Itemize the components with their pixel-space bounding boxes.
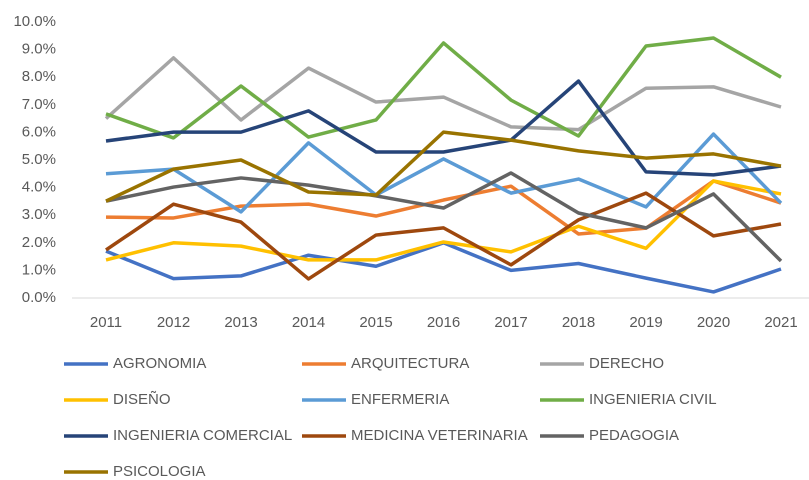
x-tick-label: 2019: [629, 314, 662, 331]
series-line: [105, 191, 782, 281]
series-line: [105, 179, 782, 236]
y-tick-label: 10.0%: [13, 13, 56, 30]
x-tick-label: 2018: [562, 314, 595, 331]
x-tick-label: 2013: [224, 314, 257, 331]
x-tick-label: 2017: [494, 314, 527, 331]
y-tick-label: 7.0%: [22, 96, 56, 113]
legend-label: INGENIERIA COMERCIAL: [113, 427, 292, 444]
y-tick-label: 5.0%: [22, 151, 56, 168]
x-tick-label: 2021: [764, 314, 797, 331]
y-tick-label: 0.0%: [22, 289, 56, 306]
series-line: [105, 130, 782, 203]
y-tick-label: 6.0%: [22, 123, 56, 140]
y-tick-label: 2.0%: [22, 234, 56, 251]
legend-label: PSICOLOGIA: [113, 463, 206, 480]
legend-label: INGENIERIA CIVIL: [589, 391, 717, 408]
series-line: [105, 36, 782, 140]
y-tick-label: 1.0%: [22, 261, 56, 278]
legend-label: ARQUITECTURA: [351, 355, 469, 372]
legend-label: DERECHO: [589, 355, 664, 372]
legend-label: MEDICINA VETERINARIA: [351, 427, 528, 444]
legend-label: AGRONOMIA: [113, 355, 206, 372]
x-tick-label: 2012: [157, 314, 190, 331]
series-line: [105, 179, 782, 262]
x-tick-label: 2011: [90, 314, 122, 331]
y-tick-label: 9.0%: [22, 41, 56, 58]
y-tick-label: 3.0%: [22, 206, 56, 223]
legend-label: PEDAGOGIA: [589, 427, 679, 444]
series-line: [105, 79, 782, 177]
y-tick-label: 8.0%: [22, 68, 56, 85]
x-tick-label: 2016: [427, 314, 460, 331]
series-line: [105, 171, 783, 263]
legend-label: DISEÑO: [113, 391, 171, 408]
x-tick-label: 2020: [697, 314, 730, 331]
x-tick-label: 2015: [359, 314, 392, 331]
y-tick-label: 4.0%: [22, 179, 56, 196]
series-line: [105, 132, 783, 214]
series-line: [104, 56, 782, 132]
legend-label: ENFERMERIA: [351, 391, 449, 408]
x-tick-label: 2014: [292, 314, 325, 331]
